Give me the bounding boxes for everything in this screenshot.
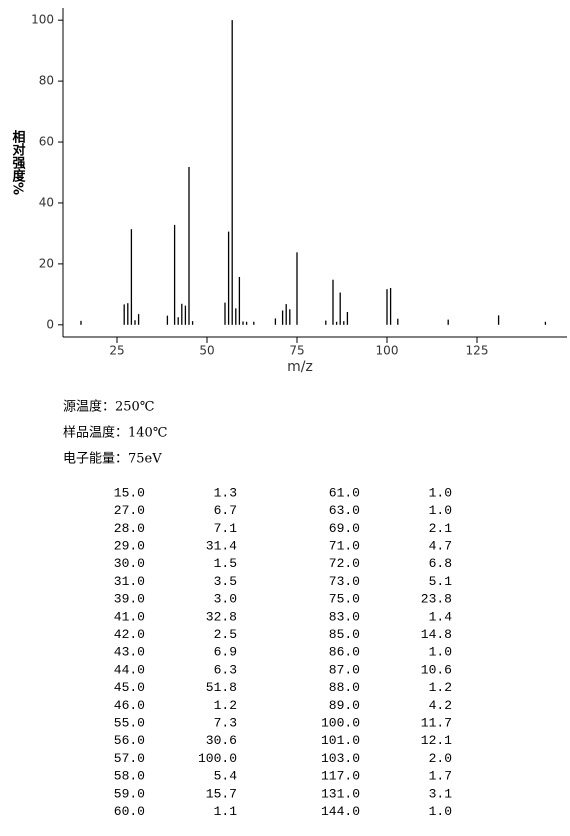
table-mz: 41.0 <box>114 609 145 624</box>
table-mz: 86.0 <box>329 645 360 660</box>
table-intensity: 1.2 <box>429 680 452 695</box>
table-mz: 103.0 <box>321 751 360 766</box>
table-intensity: 6.7 <box>214 503 237 518</box>
x-tick-label: 75 <box>289 344 304 358</box>
table-mz: 89.0 <box>329 698 360 713</box>
table-intensity: 1.0 <box>429 804 452 819</box>
table-mz: 55.0 <box>114 716 145 731</box>
table-intensity: 30.6 <box>206 733 237 748</box>
table-intensity: 11.7 <box>421 716 452 731</box>
table-intensity: 1.3 <box>214 485 237 500</box>
table-intensity: 15.7 <box>206 786 237 801</box>
table-mz: 131.0 <box>321 786 360 801</box>
y-tick-label: 40 <box>39 195 54 209</box>
table-mz: 69.0 <box>329 521 360 536</box>
table-intensity: 3.1 <box>429 786 453 801</box>
condition: 电子能量：75eV <box>63 452 162 467</box>
table-mz: 88.0 <box>329 680 360 695</box>
x-tick-label: 125 <box>466 344 489 358</box>
table-mz: 29.0 <box>114 539 145 554</box>
table-intensity: 1.0 <box>429 645 452 660</box>
table-intensity: 5.4 <box>214 769 238 784</box>
table-intensity: 1.2 <box>214 698 237 713</box>
table-mz: 83.0 <box>329 609 360 624</box>
table-intensity: 31.4 <box>206 539 237 554</box>
table-intensity: 1.5 <box>214 556 237 571</box>
table-intensity: 12.1 <box>421 733 452 748</box>
table-intensity: 6.9 <box>214 645 237 660</box>
table-mz: 46.0 <box>114 698 145 713</box>
x-tick-label: 25 <box>109 344 124 358</box>
table-mz: 101.0 <box>321 733 360 748</box>
table-intensity: 2.1 <box>429 521 453 536</box>
y-axis-label: 相对强度% <box>10 129 26 195</box>
table-intensity: 6.8 <box>429 556 452 571</box>
table-mz: 75.0 <box>329 592 360 607</box>
table-mz: 30.0 <box>114 556 145 571</box>
table-intensity: 4.2 <box>429 698 452 713</box>
table-mz: 57.0 <box>114 751 145 766</box>
table-mz: 58.0 <box>114 769 145 784</box>
y-tick-label: 100 <box>31 13 54 27</box>
table-intensity: 23.8 <box>421 592 452 607</box>
table-mz: 63.0 <box>329 503 360 518</box>
table-intensity: 4.7 <box>429 539 452 554</box>
table-mz: 59.0 <box>114 786 145 801</box>
table-mz: 42.0 <box>114 627 145 642</box>
table-mz: 61.0 <box>329 485 360 500</box>
table-mz: 39.0 <box>114 592 145 607</box>
table-mz: 27.0 <box>114 503 145 518</box>
table-mz: 117.0 <box>321 769 360 784</box>
table-intensity: 5.1 <box>429 574 453 589</box>
table-intensity: 1.0 <box>429 503 452 518</box>
table-mz: 45.0 <box>114 680 145 695</box>
y-tick-label: 0 <box>46 317 54 331</box>
condition: 样品温度：140℃ <box>63 425 167 441</box>
table-mz: 56.0 <box>114 733 145 748</box>
table-mz: 100.0 <box>321 716 360 731</box>
table-intensity: 10.6 <box>421 662 452 677</box>
y-tick-label: 60 <box>39 135 54 149</box>
table-mz: 15.0 <box>114 485 145 500</box>
table-mz: 44.0 <box>114 662 145 677</box>
table-intensity: 32.8 <box>206 609 237 624</box>
table-mz: 87.0 <box>329 662 360 677</box>
table-mz: 73.0 <box>329 574 360 589</box>
table-intensity: 1.1 <box>214 804 238 819</box>
table-mz: 43.0 <box>114 645 145 660</box>
table-mz: 85.0 <box>329 627 360 642</box>
x-axis-label: m/z <box>287 359 313 375</box>
table-intensity: 51.8 <box>206 680 237 695</box>
table-mz: 72.0 <box>329 556 360 571</box>
table-mz: 31.0 <box>114 574 145 589</box>
y-tick-label: 20 <box>39 256 54 270</box>
table-intensity: 1.7 <box>429 769 452 784</box>
table-intensity: 1.0 <box>429 485 452 500</box>
table-intensity: 3.5 <box>214 574 237 589</box>
table-intensity: 3.0 <box>214 592 237 607</box>
table-intensity: 7.1 <box>214 521 238 536</box>
table-intensity: 2.0 <box>429 751 452 766</box>
table-intensity: 6.3 <box>214 662 237 677</box>
table-intensity: 2.5 <box>214 627 237 642</box>
table-mz: 28.0 <box>114 521 145 536</box>
table-mz: 60.0 <box>114 804 145 819</box>
table-intensity: 100.0 <box>198 751 237 766</box>
table-mz: 71.0 <box>329 539 360 554</box>
condition: 源温度：250℃ <box>63 399 154 415</box>
table-intensity: 14.8 <box>421 627 452 642</box>
x-tick-label: 100 <box>376 344 399 358</box>
table-mz: 144.0 <box>321 804 360 819</box>
table-intensity: 1.4 <box>429 609 453 624</box>
y-tick-label: 80 <box>39 74 54 88</box>
x-tick-label: 50 <box>199 344 214 358</box>
table-intensity: 7.3 <box>214 716 237 731</box>
